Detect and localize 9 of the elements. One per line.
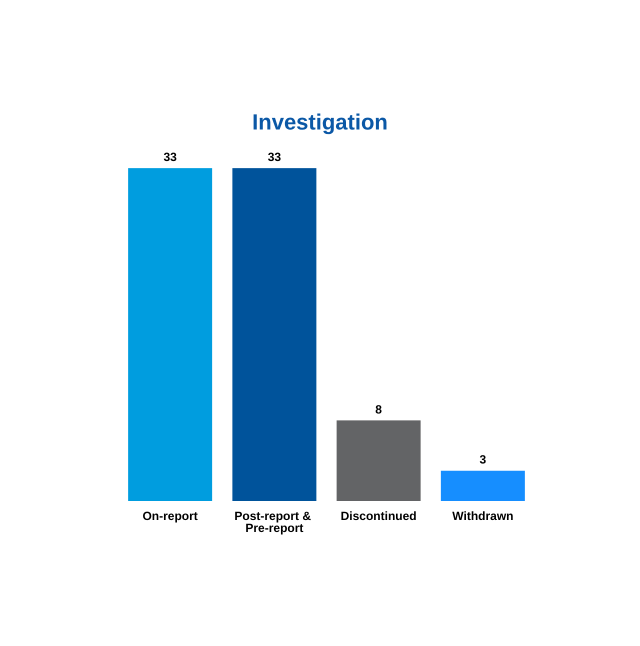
chart-title: Investigation: [252, 110, 388, 134]
data-label: 33: [268, 150, 282, 164]
data-label: 8: [375, 402, 382, 416]
x-tick-label: Discontinued: [340, 509, 417, 523]
x-tick-label: Post-report & Pre-report: [234, 509, 314, 535]
data-label: 3: [480, 452, 487, 467]
x-tick-label: Withdrawn: [452, 509, 514, 523]
x-tick-label: On-report: [142, 509, 198, 523]
data-label: 33: [163, 150, 178, 164]
